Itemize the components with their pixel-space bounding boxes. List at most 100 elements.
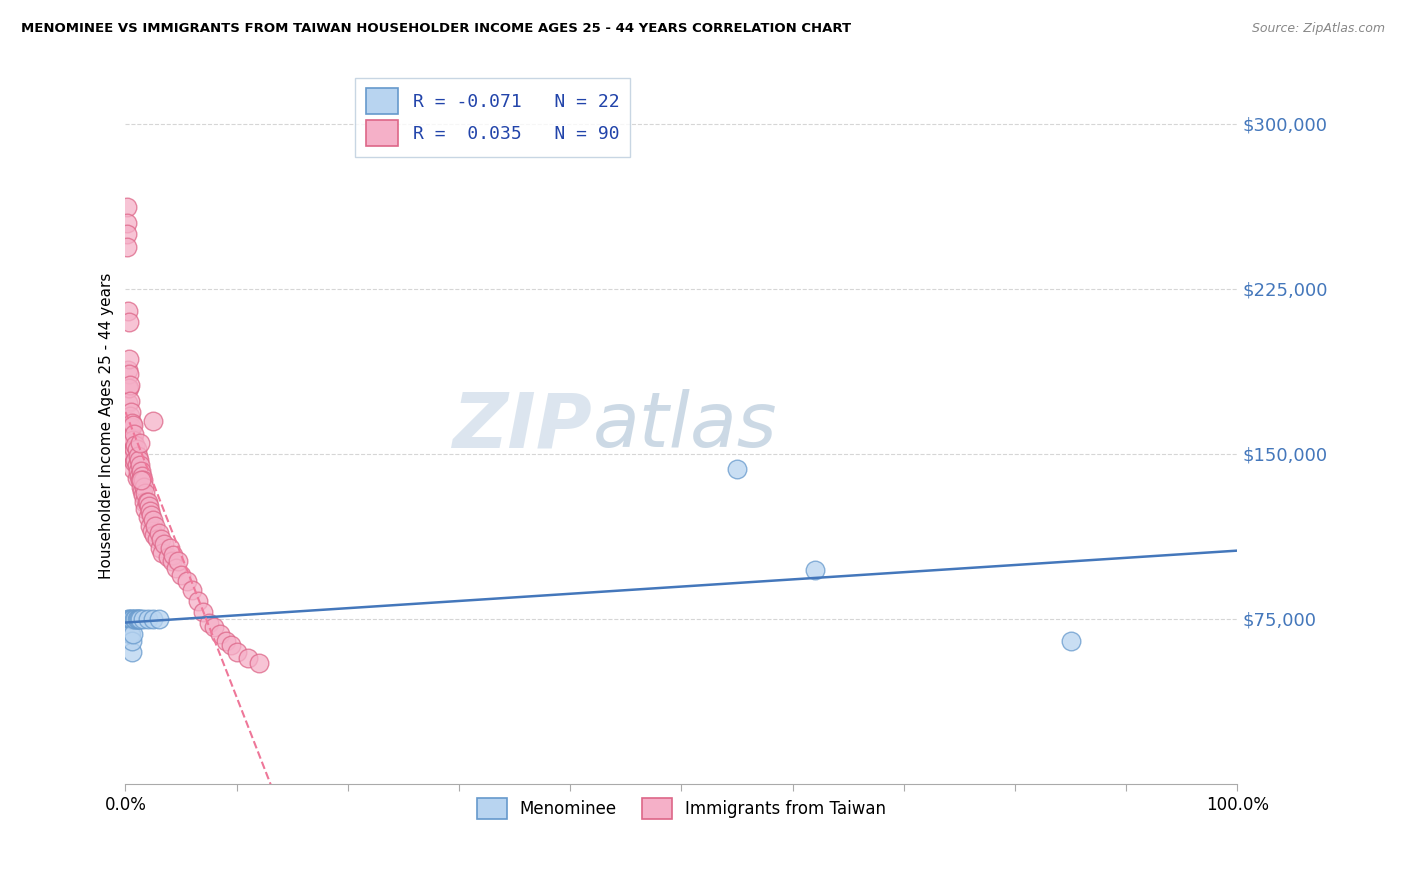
Point	[120, 627, 142, 641]
Point	[118, 351, 141, 366]
Point	[122, 627, 145, 641]
Point	[118, 368, 141, 382]
Point	[121, 645, 143, 659]
Point	[120, 405, 142, 419]
Point	[139, 519, 162, 533]
Point	[148, 612, 170, 626]
Point	[141, 524, 163, 538]
Text: atlas: atlas	[592, 389, 778, 463]
Y-axis label: Householder Income Ages 25 - 44 years: Householder Income Ages 25 - 44 years	[100, 273, 114, 579]
Point	[247, 656, 270, 670]
Point	[129, 464, 152, 478]
Point	[129, 480, 152, 494]
Point	[132, 473, 155, 487]
Point	[129, 458, 152, 472]
Point	[122, 449, 145, 463]
Point	[129, 473, 152, 487]
Point	[149, 541, 172, 556]
Point	[145, 519, 167, 533]
Point	[150, 546, 173, 560]
Point	[136, 612, 159, 626]
Point	[148, 525, 170, 540]
Point	[122, 417, 145, 432]
Point	[117, 612, 139, 626]
Point	[159, 541, 181, 556]
Point	[120, 420, 142, 434]
Point	[128, 612, 150, 626]
Point	[118, 409, 141, 424]
Text: Source: ZipAtlas.com: Source: ZipAtlas.com	[1251, 22, 1385, 36]
Point	[124, 453, 146, 467]
Point	[162, 548, 184, 562]
Point	[139, 508, 162, 523]
Point	[124, 455, 146, 469]
Point	[236, 651, 259, 665]
Point	[120, 434, 142, 448]
Point	[118, 381, 141, 395]
Point	[166, 554, 188, 568]
Point	[132, 488, 155, 502]
Point	[129, 473, 152, 487]
Point	[134, 486, 156, 500]
Point	[181, 583, 204, 598]
Point	[132, 612, 155, 626]
Point	[121, 416, 143, 430]
Point	[219, 638, 242, 652]
Point	[124, 612, 146, 626]
Point	[118, 612, 141, 626]
Point	[225, 645, 247, 659]
Point	[120, 612, 142, 626]
Point	[1059, 633, 1081, 648]
Point	[118, 315, 141, 329]
Point	[121, 447, 143, 461]
Point	[118, 378, 141, 392]
Point	[128, 453, 150, 467]
Point	[129, 435, 152, 450]
Point	[115, 200, 138, 214]
Point	[136, 510, 159, 524]
Point	[121, 612, 143, 626]
Point	[136, 495, 159, 509]
Point	[125, 458, 148, 472]
Point	[160, 554, 183, 568]
Point	[124, 442, 146, 457]
Point	[131, 468, 153, 483]
Point	[214, 633, 236, 648]
Point	[193, 605, 215, 619]
Point	[117, 303, 139, 318]
Point	[143, 528, 166, 542]
Point	[127, 464, 149, 478]
Point	[204, 620, 226, 634]
Point	[118, 393, 141, 408]
Point	[125, 612, 148, 626]
Point	[198, 616, 221, 631]
Point	[131, 484, 153, 499]
Point	[118, 422, 141, 436]
Point	[124, 426, 146, 441]
Point	[127, 449, 149, 463]
Point	[150, 533, 173, 547]
Point	[121, 431, 143, 445]
Text: MENOMINEE VS IMMIGRANTS FROM TAIWAN HOUSEHOLDER INCOME AGES 25 - 44 YEARS CORREL: MENOMINEE VS IMMIGRANTS FROM TAIWAN HOUS…	[21, 22, 851, 36]
Point	[117, 396, 139, 410]
Point	[725, 462, 748, 476]
Point	[128, 468, 150, 483]
Point	[142, 414, 165, 428]
Point	[129, 612, 152, 626]
Legend: Menominee, Immigrants from Taiwan: Menominee, Immigrants from Taiwan	[470, 792, 893, 825]
Point	[125, 471, 148, 485]
Point	[117, 363, 139, 377]
Point	[134, 501, 156, 516]
Point	[153, 537, 176, 551]
Point	[124, 438, 146, 452]
Point	[121, 633, 143, 648]
Point	[156, 550, 179, 565]
Point	[176, 574, 198, 589]
Point	[118, 627, 141, 641]
Point	[125, 442, 148, 457]
Point	[139, 504, 162, 518]
Point	[142, 612, 165, 626]
Point	[142, 513, 165, 527]
Point	[804, 563, 827, 577]
Point	[138, 500, 160, 514]
